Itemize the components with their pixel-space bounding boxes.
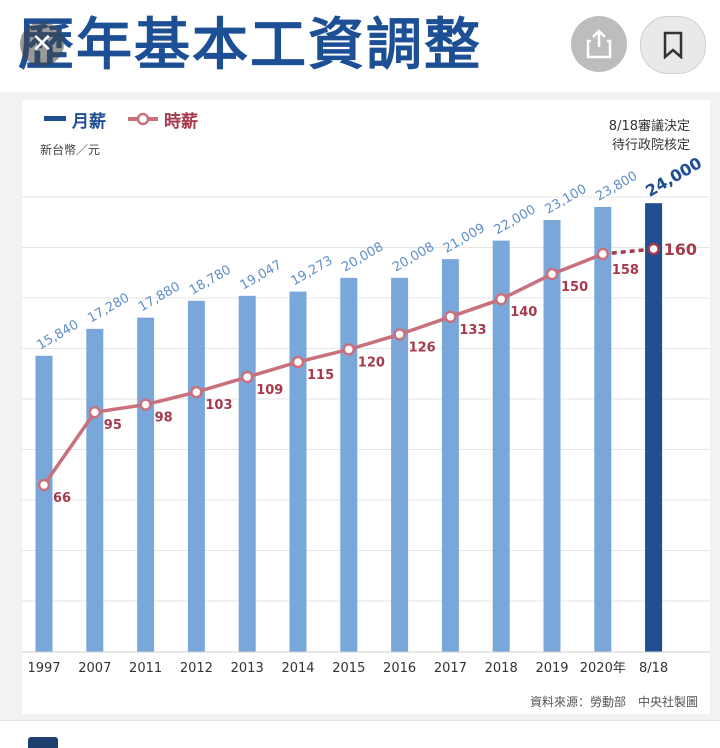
note-line-1: 8/18審議決定: [609, 119, 690, 134]
line-marker-2011: [139, 398, 152, 411]
legend-swatch-monthly: [44, 116, 66, 121]
legend-label-hourly: 時薪: [164, 111, 198, 132]
bar-2016: [391, 277, 409, 652]
next-article-strip: [0, 720, 720, 748]
bar-2020年: [594, 206, 612, 652]
x-tick-label: 2014: [281, 661, 314, 676]
line-marker-2007: [88, 405, 102, 419]
line-marker-2014: [291, 355, 305, 369]
x-tick-label: 2007: [78, 661, 111, 676]
legend-swatch-hourly-marker: [136, 112, 150, 126]
bookmark-button[interactable]: [640, 16, 706, 74]
bar-2015: [340, 277, 358, 652]
bar-2012: [187, 300, 205, 652]
hourly-wage-line: [42, 252, 604, 487]
line-value-label: 109: [256, 383, 283, 398]
bar-2018: [492, 240, 510, 652]
line-value-label: 126: [409, 340, 436, 355]
x-tick-label: 2012: [180, 661, 213, 676]
line-value-label: 160: [664, 240, 697, 259]
line-value-label: 66: [53, 491, 71, 506]
line-marker-2012: [190, 385, 203, 399]
x-tick-label: 2016: [383, 661, 416, 676]
source-credit: 資料來源：勞動部 中央社製圖: [530, 694, 698, 709]
x-tick-label: 2020年: [580, 661, 626, 676]
close-button[interactable]: ✕: [20, 22, 64, 66]
line-marker-2018: [494, 292, 508, 306]
line-marker-1997: [37, 478, 51, 492]
bar-8/18: [645, 203, 663, 652]
note-line-2: 待行政院核定: [612, 138, 690, 153]
line-value-label: 98: [155, 411, 173, 426]
line-marker-8/18: [647, 242, 660, 256]
line-marker-2017: [444, 310, 457, 324]
line-value-label: 158: [612, 263, 639, 278]
x-tick-label: 2018: [485, 661, 518, 676]
x-tick-label: 1997: [27, 661, 60, 676]
x-tick-label: 2011: [129, 661, 162, 676]
line-marker-2020年: [596, 247, 610, 261]
line-value-label: 103: [205, 398, 232, 413]
line-marker-2016: [393, 328, 406, 341]
bar-2014: [289, 291, 307, 652]
line-value-label: 140: [510, 305, 537, 320]
legend: 月薪 時薪: [44, 111, 198, 132]
line-value-label: 115: [307, 368, 334, 383]
next-article-thumbnail[interactable]: [28, 737, 58, 748]
bar-2019: [543, 220, 561, 652]
bar-2011: [137, 317, 155, 652]
line-marker-2015: [342, 343, 356, 356]
bar-2007: [86, 328, 104, 652]
x-tick-label: 2019: [535, 661, 568, 676]
line-marker-2013: [240, 370, 254, 384]
x-tick-label: 8/18: [639, 661, 668, 676]
bar-2017: [441, 259, 459, 652]
share-icon: [586, 29, 612, 59]
bookmark-icon: [663, 31, 683, 59]
x-tick-label: 2015: [332, 661, 365, 676]
y-axis-unit: 新台幣／元: [40, 142, 100, 157]
bar-1997: [35, 355, 53, 652]
x-tick-label: 2017: [434, 661, 467, 676]
share-button[interactable]: [571, 16, 627, 72]
line-value-label: 120: [358, 355, 385, 370]
line-value-label: 150: [561, 280, 588, 295]
header-bar: 歷年基本工資調整 ✕: [0, 0, 720, 92]
line-value-label: 133: [459, 323, 486, 338]
chart-panel: 15,840 17,280 17,880 18,780 19,047 19,273 20,0…: [0, 92, 720, 720]
legend-label-monthly: 月薪: [71, 112, 106, 132]
line-marker-2019: [545, 267, 559, 281]
x-tick-label: 2013: [231, 661, 264, 676]
close-icon: ✕: [31, 29, 53, 59]
page-title: 歷年基本工資調整: [18, 13, 482, 78]
bar-2013: [238, 295, 256, 652]
line-value-label: 95: [104, 418, 122, 433]
